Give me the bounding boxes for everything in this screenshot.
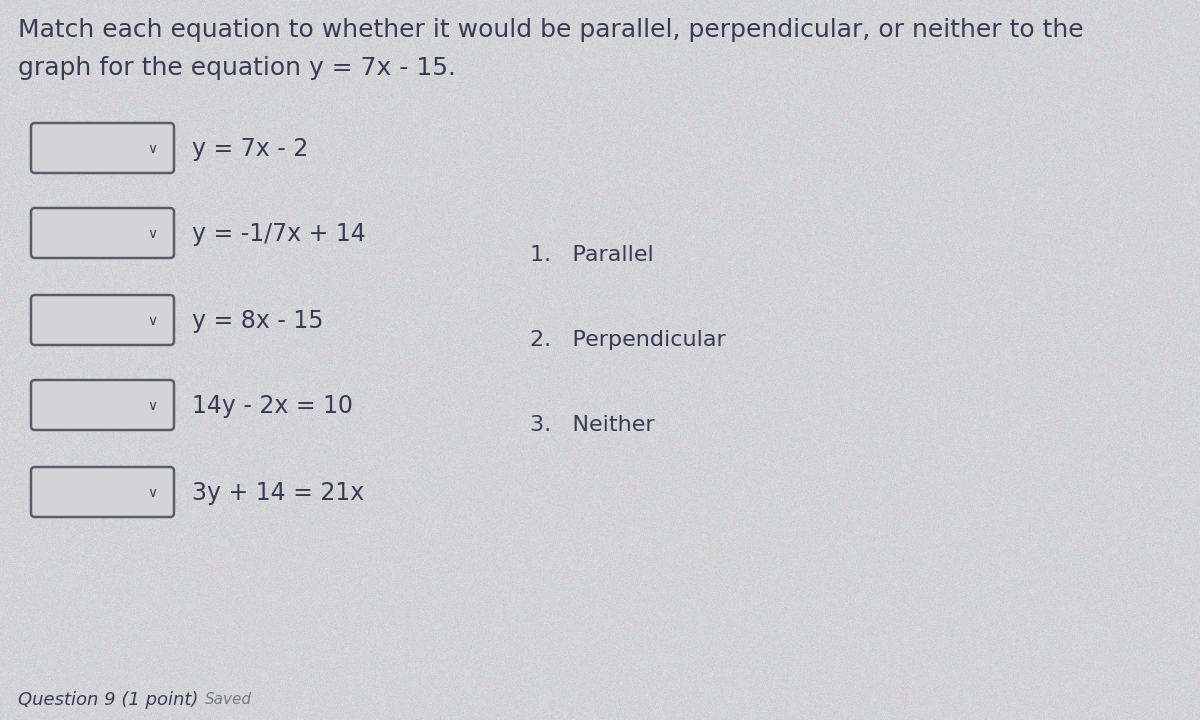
Text: y = -1/7x + 14: y = -1/7x + 14 xyxy=(192,222,366,246)
Text: Saved: Saved xyxy=(205,693,252,708)
Text: Match each equation to whether it would be parallel, perpendicular, or neither t: Match each equation to whether it would … xyxy=(18,18,1084,42)
Text: graph for the equation y = 7x - 15.: graph for the equation y = 7x - 15. xyxy=(18,56,456,80)
Text: ∨: ∨ xyxy=(146,486,157,500)
Text: 14y - 2x = 10: 14y - 2x = 10 xyxy=(192,394,353,418)
Text: y = 7x - 2: y = 7x - 2 xyxy=(192,137,308,161)
FancyBboxPatch shape xyxy=(31,467,174,517)
Text: ∨: ∨ xyxy=(146,142,157,156)
Text: 1.   Parallel: 1. Parallel xyxy=(530,245,654,265)
Text: Question 9 (1 point): Question 9 (1 point) xyxy=(18,691,198,709)
Text: ∨: ∨ xyxy=(146,399,157,413)
FancyBboxPatch shape xyxy=(31,295,174,345)
Text: 3y + 14 = 21x: 3y + 14 = 21x xyxy=(192,481,365,505)
Text: 3.   Neither: 3. Neither xyxy=(530,415,655,435)
Text: y = 8x - 15: y = 8x - 15 xyxy=(192,309,324,333)
FancyBboxPatch shape xyxy=(31,123,174,173)
FancyBboxPatch shape xyxy=(31,380,174,430)
Text: ∨: ∨ xyxy=(146,227,157,241)
FancyBboxPatch shape xyxy=(31,208,174,258)
Text: ∨: ∨ xyxy=(146,314,157,328)
Text: 2.   Perpendicular: 2. Perpendicular xyxy=(530,330,726,350)
